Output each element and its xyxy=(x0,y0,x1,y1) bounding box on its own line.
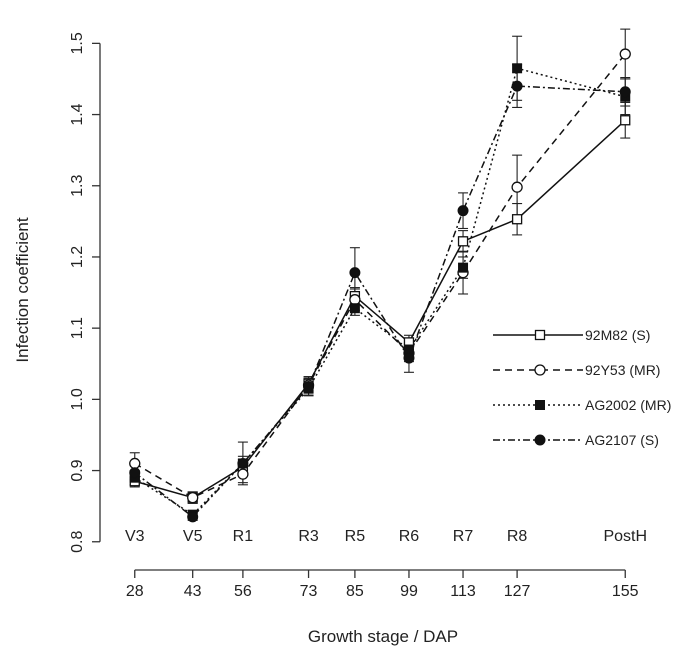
series-line xyxy=(134,53,626,499)
legend-marker xyxy=(534,434,546,446)
stage-label: R3 xyxy=(298,528,319,545)
data-point xyxy=(237,457,249,469)
x-tick-label: 43 xyxy=(184,583,202,600)
stage-label: R8 xyxy=(507,528,528,545)
legend-label: AG2107 (S) xyxy=(585,432,659,448)
series-line xyxy=(134,67,626,516)
legend-label: 92M82 (S) xyxy=(585,327,650,343)
y-tick-label: 1.0 xyxy=(69,388,86,410)
series-line xyxy=(134,119,626,499)
legend-label: 92Y53 (MR) xyxy=(585,362,660,378)
stage-label: R1 xyxy=(233,528,254,545)
y-tick-label: 1.1 xyxy=(69,317,86,339)
data-point xyxy=(187,491,199,504)
data-point xyxy=(457,236,469,247)
growth-stage-labels: V3 V5 R1 R3 R5 R6 R7 R8 PostH xyxy=(125,528,647,545)
x-tick-label: 113 xyxy=(450,583,476,600)
data-point xyxy=(511,214,523,225)
y-tick-label: 1.5 xyxy=(69,32,86,54)
data-point xyxy=(129,467,141,479)
stage-label: R6 xyxy=(399,528,420,545)
stage-label: PostH xyxy=(603,528,647,545)
legend-marker xyxy=(534,329,546,341)
chart-axes: 0.8 0.9 1.0 1.1 1.2 1.3 1.4 1.5 28 43 56 73 85 99 113 1… xyxy=(69,32,638,600)
series-markers xyxy=(129,48,631,523)
stage-label: R5 xyxy=(345,528,366,545)
stage-label: V3 xyxy=(125,528,145,545)
x-tick-label: 99 xyxy=(400,583,418,600)
x-axis-title: Growth stage / DAP xyxy=(308,627,458,646)
data-point xyxy=(303,381,315,393)
data-point xyxy=(403,352,415,364)
data-point xyxy=(237,468,249,480)
data-point xyxy=(512,63,523,74)
y-axis-title: Infection coefficient xyxy=(13,217,32,362)
x-tick-label: 56 xyxy=(234,583,252,600)
y-tick-label: 0.8 xyxy=(69,531,86,553)
data-point xyxy=(349,267,361,279)
data-point xyxy=(349,303,360,314)
y-tick-label: 1.4 xyxy=(69,103,86,125)
data-point xyxy=(349,294,361,306)
x-tick-label: 127 xyxy=(504,583,531,600)
y-tick-label: 0.9 xyxy=(69,459,86,481)
x-tick-label: 28 xyxy=(126,583,144,600)
data-point xyxy=(458,262,469,273)
data-point xyxy=(620,115,631,126)
stage-label: R7 xyxy=(453,528,474,545)
series-lines xyxy=(134,53,626,518)
y-tick-label: 1.2 xyxy=(69,246,86,268)
data-point xyxy=(619,86,631,98)
data-point xyxy=(457,205,469,217)
series-line xyxy=(134,85,626,518)
data-point xyxy=(511,80,523,92)
x-tick-label: 155 xyxy=(612,583,639,600)
y-tick-label: 1.3 xyxy=(69,175,86,197)
error-bars xyxy=(129,28,631,521)
x-tick-label: 73 xyxy=(300,583,318,600)
x-tick-label: 85 xyxy=(346,583,364,600)
legend-label: AG2002 (MR) xyxy=(585,397,671,413)
data-point xyxy=(129,457,141,470)
legend-marker xyxy=(535,400,545,410)
data-point xyxy=(511,181,523,193)
data-point xyxy=(187,511,199,523)
stage-label: V5 xyxy=(183,528,203,545)
legend: 92M82 (S) 92Y53 (MR) AG2002 (MR) AG2107 (S) xyxy=(493,327,671,448)
legend-marker xyxy=(534,364,546,376)
data-point xyxy=(619,48,631,60)
